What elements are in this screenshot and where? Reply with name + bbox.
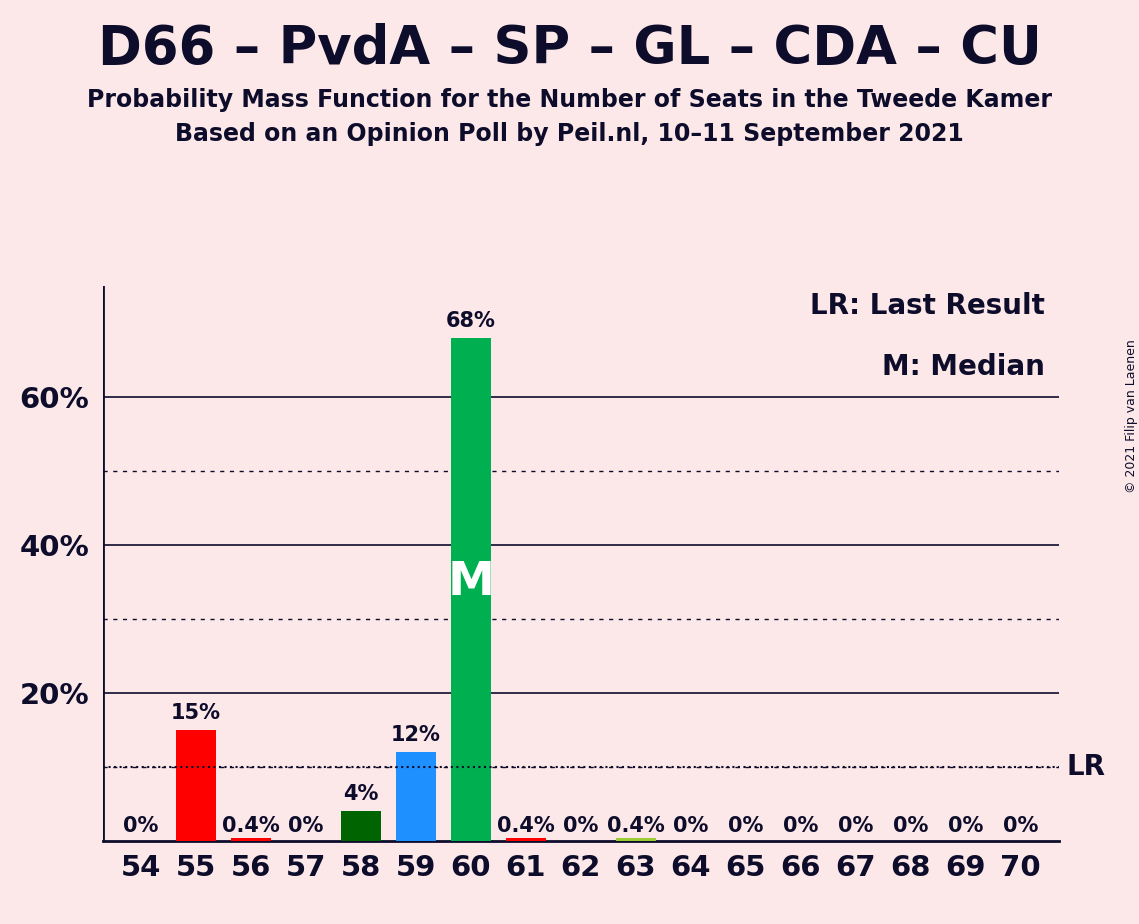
Text: 0%: 0% [288, 817, 323, 836]
Text: M: Median: M: Median [882, 353, 1044, 381]
Bar [231, 838, 271, 841]
Text: 0%: 0% [838, 817, 874, 836]
Text: LR: Last Result: LR: Last Result [810, 292, 1044, 320]
Text: 0%: 0% [673, 817, 708, 836]
Text: © 2021 Filip van Laenen: © 2021 Filip van Laenen [1124, 339, 1138, 492]
Bar [506, 838, 546, 841]
Text: 0%: 0% [728, 817, 763, 836]
Text: 0%: 0% [948, 817, 983, 836]
Bar [616, 838, 656, 841]
Text: 68%: 68% [446, 310, 495, 331]
Text: M: M [448, 560, 494, 604]
Text: LR: LR [1066, 753, 1105, 781]
Text: 0%: 0% [784, 817, 819, 836]
Text: Based on an Opinion Poll by Peil.nl, 10–11 September 2021: Based on an Opinion Poll by Peil.nl, 10–… [175, 122, 964, 146]
Bar [342, 811, 380, 841]
Text: 0.4%: 0.4% [607, 817, 665, 836]
Text: 0%: 0% [893, 817, 928, 836]
Bar [451, 338, 491, 841]
Text: 0%: 0% [563, 817, 599, 836]
Text: 0.4%: 0.4% [497, 817, 555, 836]
Text: 0%: 0% [123, 817, 158, 836]
Text: Probability Mass Function for the Number of Seats in the Tweede Kamer: Probability Mass Function for the Number… [87, 88, 1052, 112]
Text: 15%: 15% [171, 702, 221, 723]
Text: 0%: 0% [1003, 817, 1039, 836]
Bar [177, 730, 215, 841]
Text: 12%: 12% [391, 724, 441, 745]
Text: D66 – PvdA – SP – GL – CDA – CU: D66 – PvdA – SP – GL – CDA – CU [98, 23, 1041, 75]
Bar [396, 752, 436, 841]
Text: 0.4%: 0.4% [222, 817, 280, 836]
Text: 4%: 4% [343, 784, 378, 804]
